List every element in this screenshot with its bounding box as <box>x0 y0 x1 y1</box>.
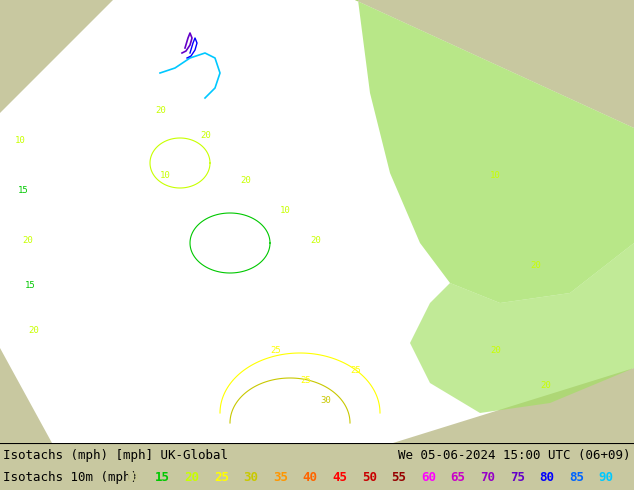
Text: 20: 20 <box>310 236 321 245</box>
Text: 10: 10 <box>125 470 140 484</box>
Text: 20: 20 <box>155 106 165 115</box>
Text: 15: 15 <box>25 281 36 290</box>
Text: 20: 20 <box>490 346 501 355</box>
Text: 25: 25 <box>270 346 281 355</box>
Text: 80: 80 <box>540 470 554 484</box>
Text: 20: 20 <box>28 326 39 335</box>
Text: 20: 20 <box>200 131 210 140</box>
Text: Isotachs (mph) [mph] UK-Global: Isotachs (mph) [mph] UK-Global <box>3 448 228 462</box>
Text: 90: 90 <box>598 470 614 484</box>
Text: 20: 20 <box>240 176 251 185</box>
Polygon shape <box>0 0 634 443</box>
Text: 65: 65 <box>451 470 465 484</box>
Text: 25: 25 <box>350 366 361 375</box>
Text: 60: 60 <box>421 470 436 484</box>
Text: 75: 75 <box>510 470 525 484</box>
Text: 45: 45 <box>332 470 347 484</box>
Text: 85: 85 <box>569 470 584 484</box>
Text: 20: 20 <box>22 236 33 245</box>
Text: We 05-06-2024 15:00 UTC (06+09): We 05-06-2024 15:00 UTC (06+09) <box>399 448 631 462</box>
Text: 25: 25 <box>214 470 229 484</box>
Text: 35: 35 <box>273 470 288 484</box>
Text: 20: 20 <box>530 261 541 270</box>
Text: 15: 15 <box>155 470 169 484</box>
Text: 25: 25 <box>300 376 311 385</box>
Text: 15: 15 <box>18 186 29 195</box>
Text: 10: 10 <box>280 206 291 215</box>
Polygon shape <box>410 243 634 413</box>
Text: 10: 10 <box>490 171 501 180</box>
Text: 20: 20 <box>184 470 199 484</box>
Text: 30: 30 <box>320 396 331 405</box>
Text: 70: 70 <box>480 470 495 484</box>
Text: Isotachs 10m (mph): Isotachs 10m (mph) <box>3 470 138 484</box>
Polygon shape <box>355 0 634 303</box>
Text: 10: 10 <box>15 136 26 145</box>
Text: 55: 55 <box>391 470 406 484</box>
Text: 50: 50 <box>362 470 377 484</box>
Text: 10: 10 <box>160 171 171 180</box>
Text: 40: 40 <box>302 470 318 484</box>
Text: 20: 20 <box>540 381 551 390</box>
Text: 30: 30 <box>243 470 258 484</box>
